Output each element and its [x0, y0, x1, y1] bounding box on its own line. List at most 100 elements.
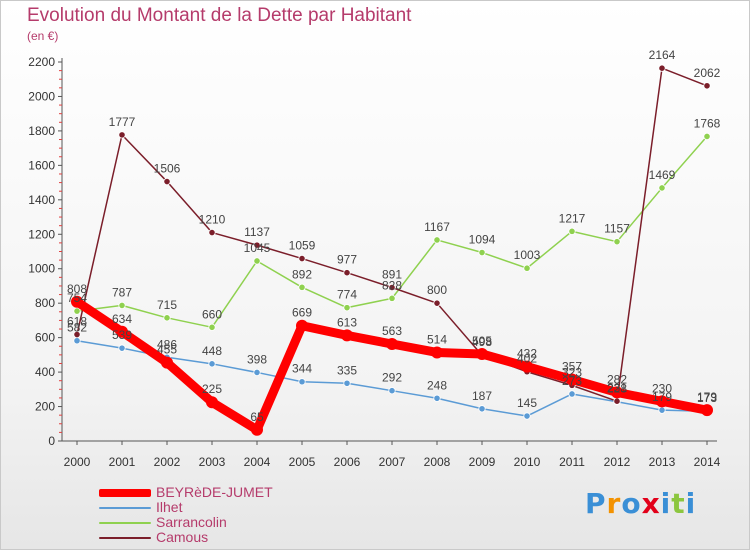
- data-point-sarrancolin: [298, 283, 306, 291]
- x-tick-label: 2004: [244, 455, 271, 469]
- data-label-sarrancolin: 754: [67, 291, 87, 305]
- data-label-ilhet: 228: [607, 382, 627, 396]
- data-label-sarrancolin: 1768: [694, 116, 721, 130]
- legend-swatch: [99, 507, 151, 509]
- chart-subtitle: (en €): [27, 29, 59, 43]
- data-point-ilhet: [73, 337, 81, 345]
- data-label-beyr-de-jumet: 613: [337, 315, 357, 329]
- x-tick-label: 2012: [604, 455, 631, 469]
- data-point-sarrancolin: [163, 314, 171, 322]
- y-tick-label: 1000: [28, 262, 55, 276]
- data-label-sarrancolin: 774: [337, 288, 357, 302]
- data-label-camous: 2164: [649, 48, 676, 62]
- data-point-ilhet: [208, 360, 216, 368]
- legend-label: Ilhet: [156, 499, 183, 515]
- data-point-beyr-de-jumet: [386, 338, 398, 351]
- data-label-beyr-de-jumet: 65: [250, 410, 264, 424]
- logo-letter: t: [671, 487, 686, 520]
- data-label-beyr-de-jumet: 669: [292, 306, 312, 320]
- data-point-beyr-de-jumet: [71, 295, 83, 308]
- data-label-ilhet: 145: [517, 396, 537, 410]
- logo-letter: i: [685, 487, 697, 520]
- data-label-beyr-de-jumet: 808: [67, 282, 87, 296]
- data-point-camous: [73, 330, 81, 339]
- data-point-camous: [658, 64, 666, 72]
- x-tick-label: 2007: [379, 455, 406, 469]
- data-point-beyr-de-jumet: [161, 356, 173, 369]
- data-point-ilhet: [343, 379, 351, 387]
- legend-label: Sarrancolin: [156, 514, 227, 530]
- x-tick-label: 2014: [694, 455, 721, 469]
- data-point-ilhet: [568, 390, 576, 398]
- data-label-sarrancolin: 1157: [604, 222, 630, 236]
- y-tick-label: 1200: [28, 227, 55, 241]
- data-label-sarrancolin: 787: [112, 285, 132, 299]
- data-label-beyr-de-jumet: 563: [382, 324, 402, 338]
- data-label-sarrancolin: 828: [382, 278, 402, 292]
- data-label-ilhet: 582: [67, 321, 87, 335]
- logo-letter: r: [606, 487, 622, 520]
- data-point-camous: [388, 283, 396, 292]
- data-label-camous: 2062: [694, 66, 721, 80]
- data-label-sarrancolin: 892: [292, 267, 312, 281]
- legend-label: Camous: [156, 529, 209, 545]
- legend-swatch: [99, 489, 151, 497]
- data-point-sarrancolin: [613, 238, 621, 246]
- data-point-beyr-de-jumet: [431, 346, 443, 359]
- y-tick-label: 1800: [28, 124, 55, 138]
- data-label-ilhet: 398: [247, 352, 267, 366]
- data-label-beyr-de-jumet: 634: [112, 312, 132, 326]
- legend-label: BEYRèDE-JUMET: [156, 484, 273, 500]
- data-label-ilhet: 187: [472, 389, 492, 403]
- x-tick-label: 2000: [64, 455, 91, 469]
- legend-swatch: [99, 537, 151, 539]
- data-point-camous: [253, 241, 261, 249]
- data-label-beyr-de-jumet: 455: [157, 343, 177, 357]
- data-point-beyr-de-jumet: [206, 396, 218, 409]
- data-label-ilhet: 173: [697, 391, 717, 405]
- data-label-camous: 1137: [244, 225, 270, 239]
- data-point-camous: [208, 228, 216, 237]
- data-point-sarrancolin: [568, 227, 576, 235]
- data-point-beyr-de-jumet: [656, 395, 668, 408]
- data-label-ilhet: 539: [112, 328, 132, 342]
- data-label-ilhet: 448: [202, 344, 222, 358]
- chart-title: Evolution du Montant de la Dette par Hab…: [27, 5, 412, 26]
- data-point-sarrancolin: [343, 304, 351, 312]
- data-point-camous: [433, 299, 441, 307]
- x-tick-label: 2013: [649, 455, 676, 469]
- data-label-camous: 800: [427, 283, 447, 297]
- data-point-ilhet: [433, 394, 441, 402]
- data-label-camous: 891: [382, 268, 402, 282]
- data-point-sarrancolin: [658, 184, 666, 192]
- data-point-camous: [703, 82, 711, 90]
- data-point-camous: [613, 397, 621, 405]
- data-label-sarrancolin: 1217: [559, 211, 586, 225]
- data-label-sarrancolin: 1167: [424, 220, 450, 234]
- data-point-sarrancolin: [253, 257, 261, 265]
- y-tick-label: 800: [35, 296, 55, 310]
- data-point-sarrancolin: [388, 294, 396, 302]
- y-tick-label: 600: [35, 331, 55, 345]
- x-tick-label: 2010: [514, 455, 541, 469]
- data-point-ilhet: [118, 344, 126, 352]
- proxiti-logo: Proxiti: [585, 487, 696, 520]
- data-label-camous: 977: [337, 253, 357, 267]
- logo-letter: P: [585, 487, 607, 520]
- data-point-sarrancolin: [118, 301, 126, 310]
- y-tick-label: 0: [48, 434, 55, 448]
- data-label-ilhet: 335: [337, 363, 357, 377]
- x-tick-label: 2002: [154, 455, 181, 469]
- data-point-sarrancolin: [208, 323, 216, 331]
- y-tick-label: 2200: [28, 55, 55, 69]
- x-tick-label: 2001: [109, 455, 136, 469]
- data-label-camous: 323: [562, 365, 582, 379]
- x-tick-label: 2009: [469, 455, 496, 469]
- x-tick-label: 2005: [289, 455, 316, 469]
- legend-swatch: [99, 522, 151, 524]
- data-point-camous: [163, 177, 171, 186]
- data-point-beyr-de-jumet: [251, 423, 263, 436]
- data-label-camous: 1777: [109, 115, 136, 129]
